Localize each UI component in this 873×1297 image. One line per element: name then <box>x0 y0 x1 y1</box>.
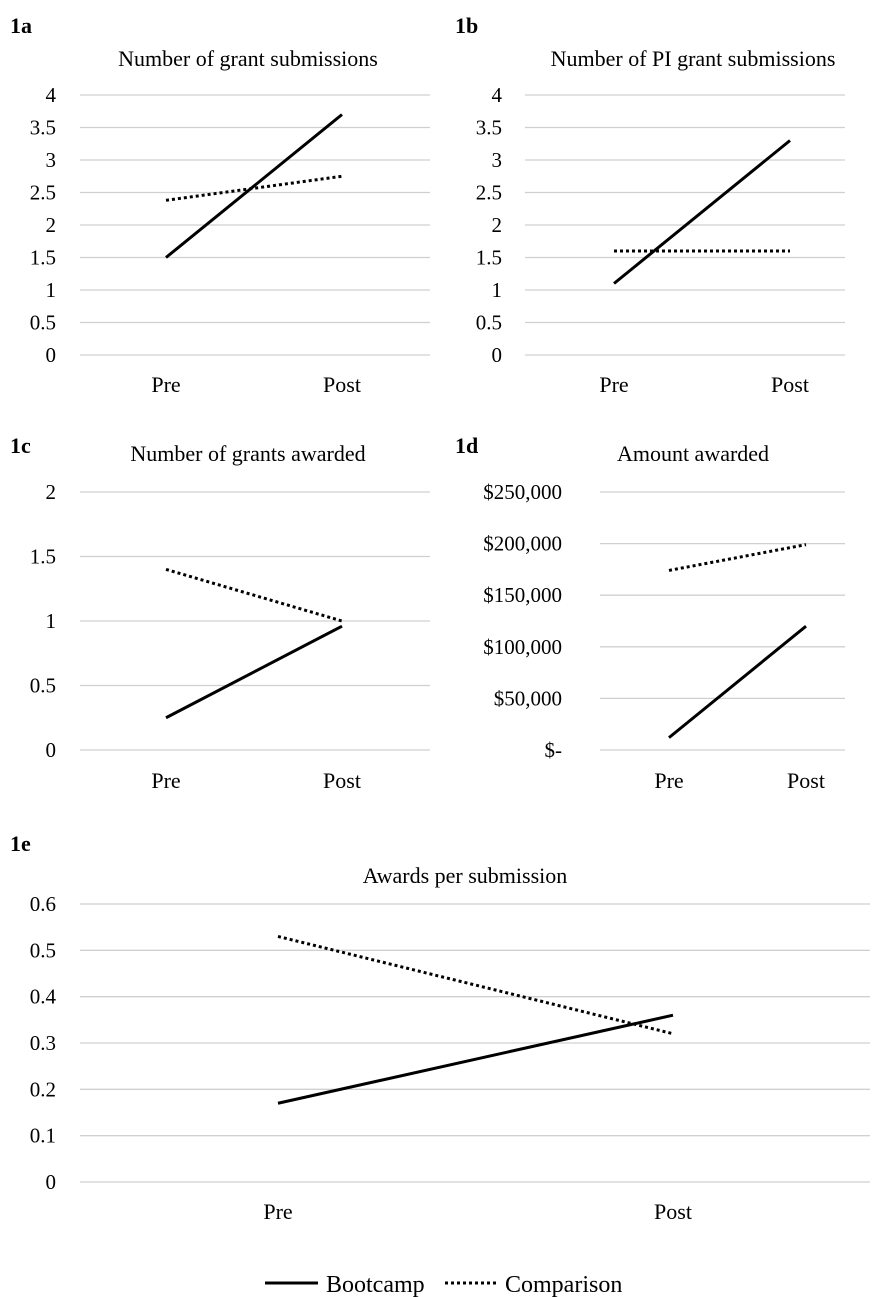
y-tick-label-1b-7: 3.5 <box>476 116 502 140</box>
chart-title-1e: Awards per submission <box>363 863 568 888</box>
y-tick-label-1e-3: 0.3 <box>30 1031 56 1055</box>
series-line-1e-bootcamp <box>277 1013 674 1105</box>
panel-label-1d: 1d <box>455 433 478 458</box>
chart-panels: 1a Number of grant submissions 0 0.5 1 1.5 2 2.… <box>10 13 870 1224</box>
series-line-1b-bootcamp <box>613 139 791 285</box>
y-tick-label-1a-5: 2.5 <box>30 181 56 205</box>
legend-label-comparison: Comparison <box>505 1272 622 1297</box>
y-tick-label-1a-1: 0.5 <box>30 311 56 335</box>
x-tick-label-1c-1: Post <box>323 768 361 793</box>
x-tick-label-1a-0: Pre <box>151 372 180 397</box>
y-tick-label-1b-0: 0 <box>492 343 503 367</box>
x-tick-label-1e-0: Pre <box>263 1199 292 1224</box>
y-tick-label-1d-3: $150,000 <box>483 583 562 607</box>
series-line-1d-bootcamp <box>668 624 807 739</box>
series-line-1c-comparison <box>165 567 343 623</box>
y-tick-label-1a-3: 1.5 <box>30 246 56 270</box>
x-tick-label-1b-1: Post <box>771 372 809 397</box>
y-tick-label-1a-2: 1 <box>46 278 57 302</box>
series-line-1a-bootcamp <box>165 113 343 259</box>
y-tick-label-1e-4: 0.4 <box>30 985 57 1009</box>
chart-panel-1a: 1a Number of grant submissions 0 0.5 1 1.5 2 2.… <box>10 13 430 397</box>
chart-title-1b: Number of PI grant submissions <box>551 46 836 71</box>
y-tick-label-1c-3: 1.5 <box>30 545 56 569</box>
y-tick-label-1b-2: 1 <box>492 278 503 302</box>
y-tick-label-1b-4: 2 <box>492 213 503 237</box>
y-tick-label-1c-1: 0.5 <box>30 674 56 698</box>
y-tick-label-1b-1: 0.5 <box>476 311 502 335</box>
chart-panel-1c: 1c Number of grants awarded 0 0.5 1 1.5 2 Pre Po… <box>10 433 430 793</box>
chart-title-1c: Number of grants awarded <box>130 441 365 466</box>
chart-title-1a: Number of grant submissions <box>118 46 378 71</box>
y-tick-label-1d-5: $250,000 <box>483 480 562 504</box>
chart-panel-1b: 1b Number of PI grant submissions 0 0.5 1 1.5… <box>455 13 845 397</box>
y-tick-label-1e-5: 0.5 <box>30 938 56 962</box>
legend-label-bootcamp: Bootcamp <box>326 1272 425 1297</box>
panel-label-1c: 1c <box>10 433 31 458</box>
y-tick-label-1a-0: 0 <box>46 343 57 367</box>
series-line-1c-bootcamp <box>165 624 343 720</box>
x-tick-label-1c-0: Pre <box>151 768 180 793</box>
y-tick-label-1b-8: 4 <box>492 83 503 107</box>
series-line-1d-comparison <box>668 543 807 572</box>
y-tick-label-1a-4: 2 <box>46 213 57 237</box>
y-tick-label-1d-4: $200,000 <box>483 532 562 556</box>
y-tick-label-1a-7: 3.5 <box>30 116 56 140</box>
y-tick-label-1a-6: 3 <box>46 148 57 172</box>
y-tick-label-1e-6: 0.6 <box>30 892 56 916</box>
chart-panel-1e: 1e Awards per submission 0 0.1 0.2 0.3 0.4 0.5 0… <box>10 831 870 1224</box>
y-tick-label-1b-5: 2.5 <box>476 181 502 205</box>
y-tick-label-1b-6: 3 <box>492 148 503 172</box>
series-line-1a-comparison <box>165 174 343 202</box>
x-tick-label-1e-1: Post <box>654 1199 692 1224</box>
y-tick-label-1c-2: 1 <box>46 609 57 633</box>
y-tick-label-1b-3: 1.5 <box>476 246 502 270</box>
chart-title-1d: Amount awarded <box>617 441 769 466</box>
y-tick-label-1d-0: $- <box>545 738 563 762</box>
x-tick-label-1b-0: Pre <box>599 372 628 397</box>
y-tick-label-1e-0: 0 <box>46 1170 57 1194</box>
y-tick-label-1a-8: 4 <box>46 83 57 107</box>
y-tick-label-1c-4: 2 <box>46 480 57 504</box>
y-tick-label-1e-2: 0.2 <box>30 1077 56 1101</box>
y-tick-label-1e-1: 0.1 <box>30 1124 56 1148</box>
panel-label-1b: 1b <box>455 13 478 38</box>
x-tick-label-1d-1: Post <box>787 768 825 793</box>
x-tick-label-1d-0: Pre <box>654 768 683 793</box>
y-tick-label-1c-0: 0 <box>46 738 57 762</box>
x-tick-label-1a-1: Post <box>323 372 361 397</box>
y-tick-label-1d-1: $50,000 <box>494 686 562 710</box>
y-tick-label-1d-2: $100,000 <box>483 635 562 659</box>
legend: Bootcamp Comparison <box>265 1272 622 1297</box>
panel-label-1e: 1e <box>10 831 31 856</box>
series-line-1e-comparison <box>277 934 674 1036</box>
chart-panel-1d: 1d Amount awarded $- $50,000 $100,000 $150,00… <box>455 433 845 793</box>
panel-label-1a: 1a <box>10 13 32 38</box>
